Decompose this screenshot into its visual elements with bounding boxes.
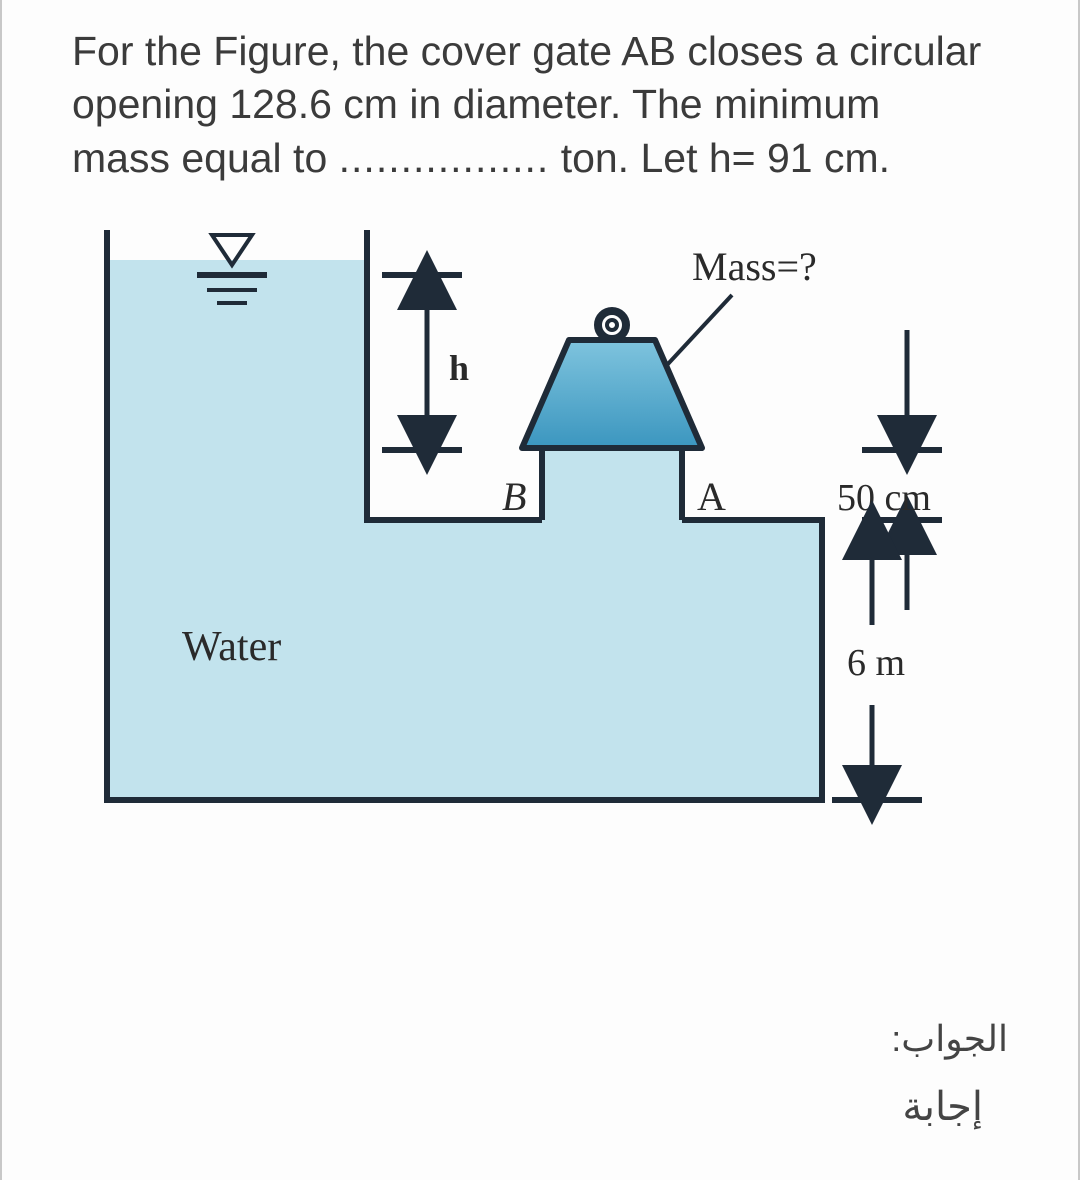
h-dimension: h <box>382 275 469 450</box>
dim-6-label: 6 m <box>847 642 905 684</box>
answer-label: الجواب: <box>891 1018 1008 1060</box>
water-label: Water <box>182 624 281 670</box>
q-line1: For the Figure, the cover gate AB closes… <box>72 28 981 74</box>
mass-label: Mass=? <box>692 244 817 289</box>
q-blank: ................. <box>339 135 550 181</box>
dim-50-label: 50 cm <box>837 477 931 519</box>
mass-weight <box>522 311 702 448</box>
figure: h Mass=? B A 50 c <box>92 220 992 840</box>
water-shape <box>107 260 822 800</box>
h-label: h <box>449 348 469 388</box>
q-line3-pre: mass equal to <box>72 135 339 181</box>
question-text: For the Figure, the cover gate AB closes… <box>72 25 1023 185</box>
A-label: A <box>697 474 726 519</box>
mass-label-group: Mass=? <box>667 244 817 365</box>
answer-text: إجابة <box>902 1084 983 1130</box>
q-line3-post: ton. Let h= 91 cm. <box>549 135 890 181</box>
q-line2: opening 128.6 cm in diameter. The minimu… <box>72 81 880 127</box>
dim-50cm: 50 cm <box>837 330 942 610</box>
B-label: B <box>502 474 526 519</box>
